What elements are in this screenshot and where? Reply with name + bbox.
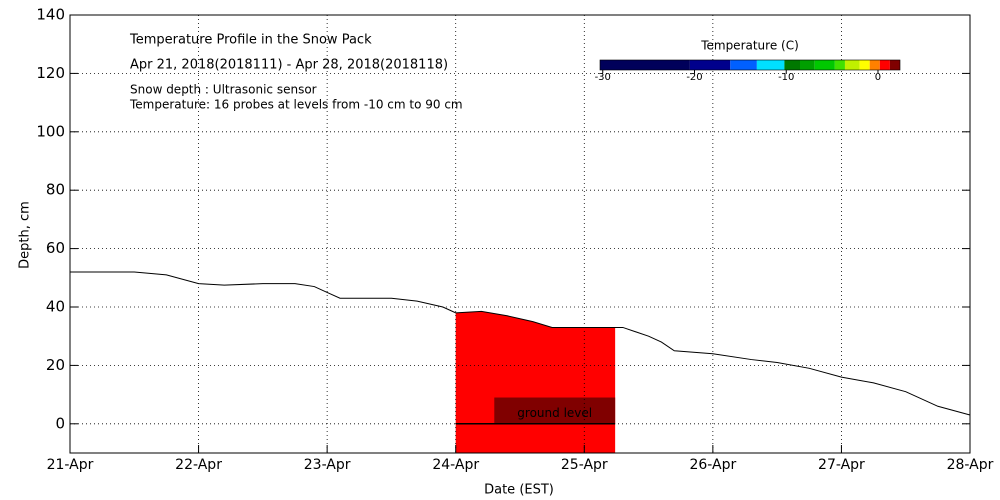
- colorbar-tick-label: -10: [778, 72, 794, 83]
- annotation: Temperature: 16 probes at levels from -1…: [129, 98, 463, 112]
- plot-frame: [69, 14, 971, 454]
- colorbar-segment: [600, 60, 690, 70]
- colorbar-segment: [889, 60, 900, 70]
- y-tick-label: 40: [46, 298, 65, 316]
- colorbar-segment: [730, 60, 757, 70]
- colorbar-frame: [599, 59, 901, 71]
- temperature-cell: [455, 307, 616, 453]
- temperature-cell: [494, 397, 616, 424]
- x-tick-label: 25-Apr: [561, 457, 608, 473]
- y-tick-label: 100: [36, 122, 65, 140]
- colorbar-segment: [834, 60, 845, 70]
- x-tick-label: 23-Apr: [304, 457, 351, 473]
- colorbar-segment: [879, 60, 890, 70]
- x-tick-label: 28-Apr: [947, 457, 994, 473]
- colorbar-segment: [844, 60, 860, 70]
- y-tick-label: 20: [46, 356, 65, 374]
- x-tick-label: 26-Apr: [689, 457, 736, 473]
- y-tick-label: 0: [55, 414, 65, 432]
- colorbar-segment: [800, 60, 815, 70]
- colorbar-segment: [869, 60, 880, 70]
- x-tick-label: 24-Apr: [432, 457, 479, 473]
- colorbar-tick-label: -30: [595, 72, 611, 83]
- y-tick-label: 80: [46, 181, 65, 199]
- colorbar-segment: [814, 60, 835, 70]
- colorbar-tick-label: 0: [875, 72, 881, 83]
- colorbar-segment: [859, 60, 870, 70]
- annotation: Snow depth : Ultrasonic sensor: [130, 83, 317, 97]
- y-tick-label: 120: [36, 64, 65, 82]
- x-tick-label: 27-Apr: [818, 457, 865, 473]
- y-axis-label: Depth, cm: [18, 201, 33, 269]
- y-tick-label: 140: [36, 6, 65, 24]
- colorbar-title: Temperature (C): [700, 39, 799, 53]
- x-tick-label: 21-Apr: [47, 457, 94, 473]
- colorbar-segment: [756, 60, 785, 70]
- ground-label: ground level: [517, 406, 592, 420]
- chart-subtitle: Apr 21, 2018(2018111) - Apr 28, 2018(201…: [130, 58, 448, 73]
- x-axis-label: Date (EST): [484, 483, 554, 498]
- x-tick-label: 22-Apr: [175, 457, 222, 473]
- colorbar-segment: [784, 60, 800, 70]
- chart-title: Temperature Profile in the Snow Pack: [129, 33, 372, 48]
- y-tick-label: 60: [46, 239, 65, 257]
- snow-depth-line: [70, 271, 971, 416]
- colorbar-segment: [689, 60, 731, 70]
- colorbar-tick-label: -20: [686, 72, 702, 83]
